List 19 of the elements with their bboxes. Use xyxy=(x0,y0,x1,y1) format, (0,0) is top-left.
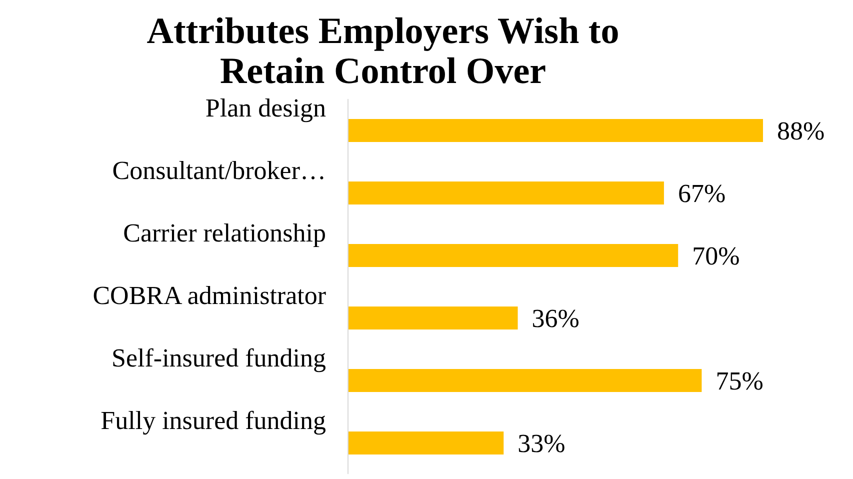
y-tick-label: Carrier relationship xyxy=(123,218,326,248)
bar xyxy=(348,432,504,454)
bar xyxy=(348,119,763,142)
data-label: 88% xyxy=(777,116,825,146)
data-label: 70% xyxy=(692,242,740,271)
y-tick-label: Consultant/broker… xyxy=(112,156,326,185)
bar xyxy=(348,369,702,392)
y-tick-label: Plan design xyxy=(205,93,326,122)
data-label: 75% xyxy=(716,366,764,396)
bar xyxy=(348,182,664,204)
data-label: 67% xyxy=(678,179,726,208)
data-label: 33% xyxy=(518,429,566,458)
bar xyxy=(348,244,678,267)
bar xyxy=(348,306,518,330)
y-tick-label: Fully insured funding xyxy=(100,406,326,435)
y-tick-label: COBRA administrator xyxy=(92,280,326,310)
y-tick-label: Self-insured funding xyxy=(112,343,326,372)
chart-title: Attributes Employers Wish to Retain Control Over xyxy=(146,11,620,92)
data-label: 36% xyxy=(532,304,580,334)
